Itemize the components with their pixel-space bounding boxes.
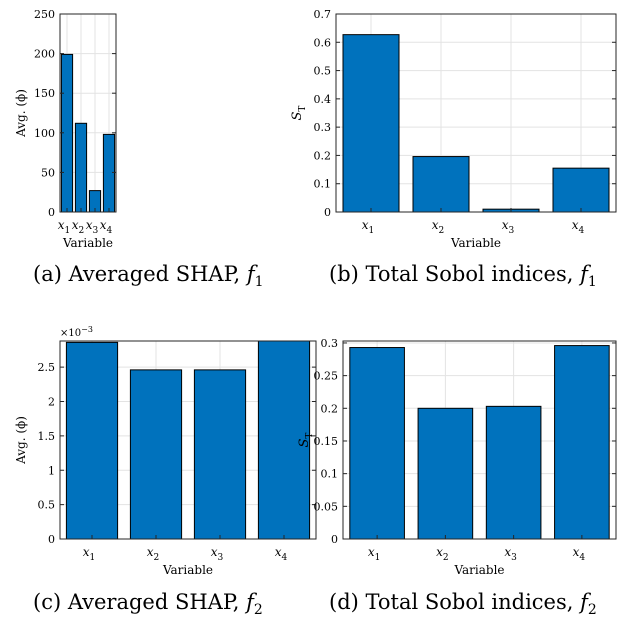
x-axis-label: Variable: [453, 563, 504, 577]
xtick-label: x1: [83, 545, 96, 563]
caption-a-var: f: [246, 262, 255, 286]
axes-box: [59, 340, 317, 540]
caption-b-sub: 1: [587, 274, 597, 291]
y-exponent-label: ×10−3: [60, 325, 93, 339]
xtick-label: x3: [211, 545, 224, 563]
xtick-label: x2: [432, 218, 445, 236]
caption-c-text: (c) Averaged SHAP,: [33, 590, 247, 614]
ytick-label: 200: [34, 48, 55, 61]
bar: [554, 345, 610, 540]
xtick-label: x4: [275, 545, 288, 563]
caption-d-var: f: [580, 590, 588, 614]
ytick-label: 150: [34, 87, 55, 100]
caption-d-sub: 2: [587, 602, 597, 619]
xtick-label: x4: [573, 545, 586, 563]
ytick-label: 0: [48, 533, 55, 546]
caption-b-text: (b) Total Sobol indices,: [329, 262, 581, 286]
y-axis-label: Avg. (ϕ): [14, 89, 28, 138]
bar: [193, 369, 247, 540]
caption-d: (d) Total Sobol indices, f2: [329, 590, 597, 618]
axes-box: [335, 13, 617, 213]
ytick-label: 100: [34, 127, 55, 140]
caption-d-text: (d) Total Sobol indices,: [329, 590, 581, 614]
ytick-label: 0.5: [38, 499, 56, 512]
bar: [342, 34, 400, 213]
xtick-label: x2: [436, 545, 449, 563]
xtick-label: x3: [504, 545, 517, 563]
ytick-label: 2.5: [38, 361, 56, 374]
bar: [65, 341, 119, 540]
ytick-label: 0.05: [314, 500, 339, 513]
axes-box: [342, 340, 617, 540]
caption-c: (c) Averaged SHAP, f2: [33, 590, 263, 618]
x-axis-label: Variable: [450, 236, 501, 250]
xtick-label: x3: [502, 218, 515, 236]
ytick-label: 0.25: [314, 370, 339, 383]
caption-a-text: (a) Averaged SHAP,: [33, 262, 247, 286]
caption-a: (a) Averaged SHAP, f1: [33, 262, 264, 290]
x-axis-label: Variable: [62, 236, 113, 250]
ytick-label: 50: [41, 166, 55, 179]
xtick-label: x4: [572, 218, 585, 236]
caption-c-sub: 2: [253, 602, 263, 619]
xtick-label: x1: [362, 218, 375, 236]
xtick-label: x1: [58, 218, 71, 236]
ytick-label: 0.5: [314, 65, 332, 78]
x-axis-label: Variable: [162, 563, 213, 577]
ytick-label: 2: [48, 396, 55, 409]
xtick-label: x3: [86, 218, 99, 236]
ytick-label: 1: [48, 464, 55, 477]
ytick-label: 0.3: [321, 337, 339, 350]
ytick-label: 1.5: [38, 430, 56, 443]
ytick-label: 250: [34, 8, 55, 21]
xtick-label: x1: [368, 545, 381, 563]
y-axis-label: Avg. (ϕ): [14, 416, 28, 465]
caption-c-var: f: [246, 590, 254, 614]
y-axis-label: ST: [290, 106, 308, 121]
y-axis-label-text: ST: [290, 106, 308, 121]
axes-box: [59, 13, 117, 213]
bar: [412, 156, 470, 213]
ytick-label: 0.3: [314, 121, 332, 134]
ytick-label: 0.6: [314, 36, 332, 49]
ytick-label: 0.2: [314, 149, 332, 162]
ytick-label: 0: [48, 206, 55, 219]
ytick-label: 0.1: [321, 468, 339, 481]
caption-b: (b) Total Sobol indices, f1: [329, 262, 597, 290]
caption-b-var: f: [580, 262, 588, 286]
ytick-label: 0: [331, 533, 338, 546]
bar: [485, 405, 542, 540]
xtick-label: x4: [100, 218, 113, 236]
ytick-label: 0.2: [321, 402, 339, 415]
chart-c: 0 0.5 1 1.5 2 2.5 x1 x2 x3 x4 Variable Avg. (ϕ) ×10−…: [14, 325, 317, 577]
xtick-label: x2: [147, 545, 160, 563]
y-axis-label: ST: [297, 433, 315, 448]
xtick-label: x2: [72, 218, 85, 236]
bar: [552, 167, 610, 213]
bar: [417, 407, 474, 540]
caption-a-sub: 1: [254, 274, 264, 291]
ytick-label: 0: [324, 206, 331, 219]
ytick-label: 0.7: [314, 8, 332, 21]
ytick-label: 0.15: [314, 435, 339, 448]
bar: [129, 369, 183, 540]
chart-b: 0 0.1 0.2 0.3 0.4 0.5 0.6 0.7 x1 x2 x3 x4 Variable ST: [290, 8, 617, 250]
ytick-label: 0.4: [314, 93, 332, 106]
ytick-label: 0.1: [314, 178, 332, 191]
y-axis-label-text: ST: [297, 433, 315, 448]
bar: [349, 347, 405, 540]
chart-d: 0 0.05 0.1 0.15 0.2 0.25 0.3 x1 x2 x3 x4 Variable ST: [297, 337, 617, 577]
